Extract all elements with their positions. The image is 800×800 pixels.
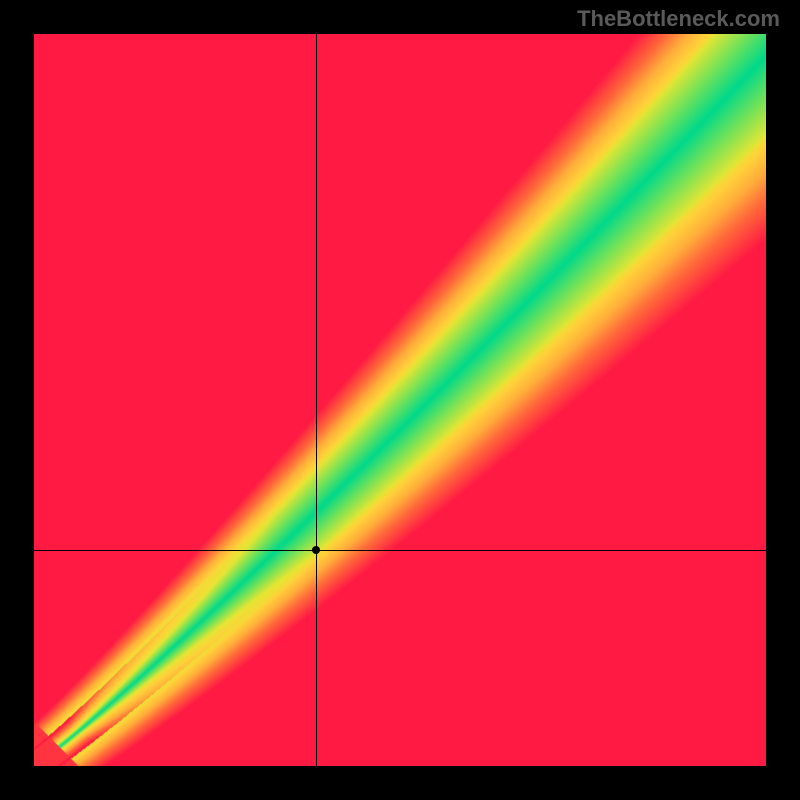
- watermark-text: TheBottleneck.com: [577, 6, 780, 32]
- chart-container: TheBottleneck.com: [0, 0, 800, 800]
- crosshair-vertical: [316, 34, 317, 766]
- crosshair-horizontal: [34, 550, 766, 551]
- bottleneck-heatmap: [34, 34, 766, 766]
- selection-marker: [312, 546, 320, 554]
